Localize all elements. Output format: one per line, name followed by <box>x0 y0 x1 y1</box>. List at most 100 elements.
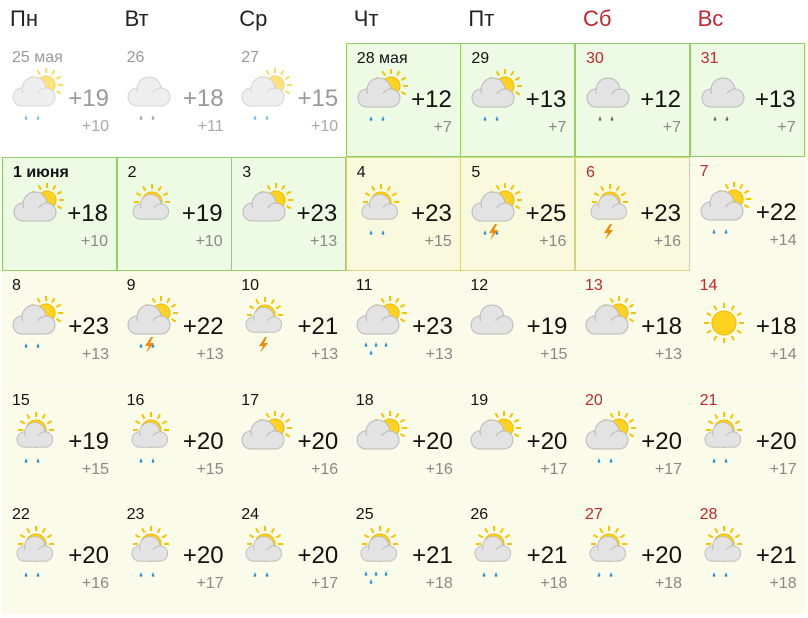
day-header: Пн <box>10 6 38 31</box>
day-cell: 28 мая +12 +7 <box>345 43 461 157</box>
high-temp: +20 <box>182 427 224 455</box>
high-temp: +23 <box>411 200 452 228</box>
date-label: 17 <box>241 391 259 409</box>
weather-icon <box>241 68 293 120</box>
day-cell: 27 +15 +10 <box>231 43 347 157</box>
weather-icon <box>12 296 63 349</box>
low-temp: +17 <box>540 460 568 478</box>
date-label: 13 <box>585 277 603 295</box>
weather-icon <box>131 525 169 577</box>
weather-icon <box>590 184 628 241</box>
day-cell: 22 +20 +16 <box>2 499 117 614</box>
low-temp: +15 <box>540 346 568 364</box>
weather-icon <box>12 68 63 120</box>
weather-icon <box>585 296 636 335</box>
day-cell: 20 +20 +17 <box>575 385 690 500</box>
weather-icon <box>586 77 630 121</box>
weather-icon <box>704 411 742 463</box>
weather-icon <box>470 304 514 335</box>
date-label: 15 <box>12 391 30 409</box>
day-cell: 26 +18 +11 <box>116 43 232 157</box>
weather-icon <box>16 411 54 463</box>
day-cell: 15 +19 +15 <box>2 385 117 500</box>
high-temp: +20 <box>182 541 224 569</box>
weather-icon <box>361 184 399 235</box>
weather-icon <box>703 303 744 344</box>
weather-icon <box>470 410 522 450</box>
high-temp: +13 <box>754 86 796 113</box>
date-label: 22 <box>12 505 30 523</box>
day-cell: 25 +21 +18 <box>345 499 461 614</box>
low-temp: +18 <box>540 574 568 592</box>
day-cell: 18 +20 +16 <box>345 385 461 500</box>
high-temp: +23 <box>296 200 338 228</box>
high-temp: +22 <box>182 313 224 341</box>
day-cell: 9 +22 +13 <box>116 271 232 386</box>
day-cell: 8 +23 +13 <box>2 271 117 386</box>
high-temp: +23 <box>412 313 453 341</box>
day-cell: 13 +18 +13 <box>575 271 690 386</box>
high-temp: +22 <box>755 199 797 227</box>
date-label: 21 <box>699 391 718 409</box>
low-temp: +10 <box>311 118 339 135</box>
weather-icon <box>127 76 171 120</box>
low-temp: +16 <box>311 460 339 478</box>
low-temp: +17 <box>196 574 224 592</box>
low-temp: +15 <box>196 460 224 478</box>
low-temp: +16 <box>539 233 567 251</box>
date-label: 1 июня <box>13 164 69 182</box>
low-temp: +11 <box>197 118 224 135</box>
high-temp: +18 <box>755 313 797 341</box>
date-label: 2 <box>127 164 137 182</box>
low-temp: +13 <box>425 346 453 364</box>
weather-icon <box>245 297 284 354</box>
low-temp: +18 <box>425 574 453 592</box>
low-temp: +17 <box>769 460 797 478</box>
date-label: 31 <box>700 50 719 67</box>
high-temp: +20 <box>297 427 339 455</box>
day-cell: 3 +23 +13 <box>231 157 347 272</box>
low-temp: +16 <box>425 460 453 478</box>
high-temp: +20 <box>755 427 797 455</box>
date-label: 26 <box>470 505 489 523</box>
low-temp: +13 <box>81 346 109 364</box>
high-temp: +18 <box>67 200 108 228</box>
weather-icon <box>242 183 294 222</box>
weather-icon <box>589 525 627 577</box>
day-header: Ср <box>239 6 268 31</box>
weather-icon <box>471 69 523 121</box>
low-temp: +7 <box>433 119 452 136</box>
low-temp: +18 <box>654 574 682 592</box>
date-label: 9 <box>126 277 136 295</box>
day-cell: 1 июня +18 +10 <box>2 157 117 272</box>
weather-icon <box>471 183 523 241</box>
low-temp: +16 <box>81 574 109 592</box>
date-label: 5 <box>471 164 481 182</box>
day-cell: 16 +20 +15 <box>116 385 232 500</box>
date-label: 16 <box>126 391 145 409</box>
day-cell: 7 +22 +14 <box>689 157 805 272</box>
day-cell: 5 +25 +16 <box>460 157 576 272</box>
date-label: 28 мая <box>356 50 408 67</box>
high-temp: +20 <box>412 427 453 455</box>
day-header: Чт <box>353 6 379 31</box>
date-label: 27 <box>585 505 603 523</box>
weather-icon <box>356 296 407 356</box>
day-cell: 23 +20 +17 <box>116 499 232 614</box>
high-temp: +20 <box>526 427 568 455</box>
day-cell: 30 +12 +7 <box>575 43 690 157</box>
low-temp: +15 <box>424 233 452 251</box>
day-header: Вс <box>697 6 724 31</box>
weather-icon <box>704 525 742 577</box>
high-temp: +23 <box>68 313 109 341</box>
weather-icon <box>16 525 54 577</box>
low-temp: +7 <box>548 119 567 136</box>
high-temp: +20 <box>68 541 109 569</box>
date-label: 27 <box>241 49 259 66</box>
high-temp: +19 <box>181 200 223 228</box>
weather-icon <box>132 184 170 221</box>
day-cell: 31 +13 +7 <box>689 43 805 157</box>
day-cell: 28 +21 +18 <box>689 499 805 614</box>
day-header: Пт <box>468 6 495 31</box>
weather-icon <box>360 525 398 584</box>
